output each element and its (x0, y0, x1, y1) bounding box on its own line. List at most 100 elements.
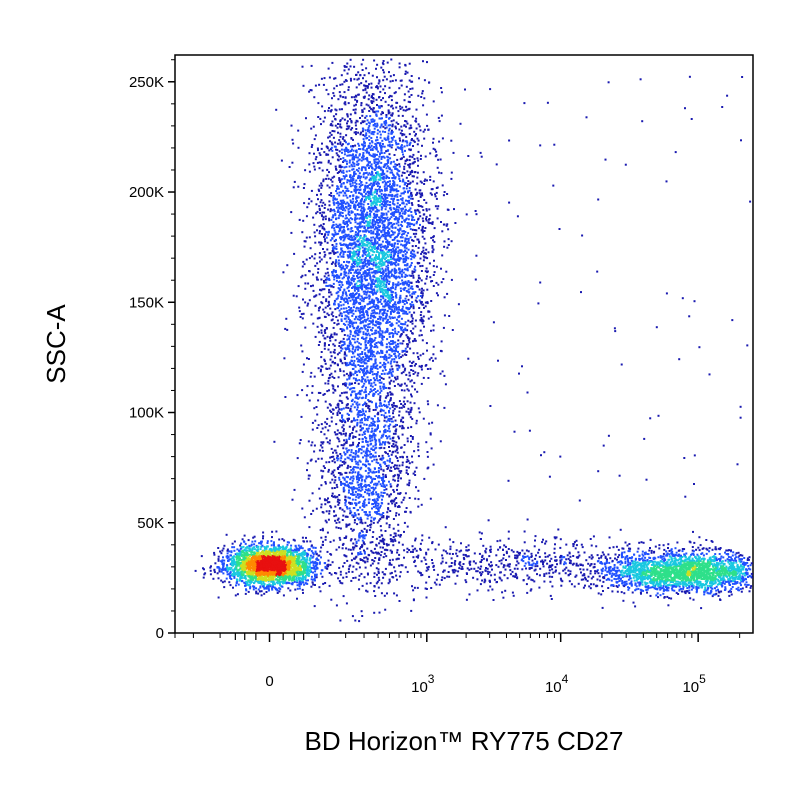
event-dot (411, 115, 414, 118)
event-dot (417, 94, 420, 97)
event-dot (422, 289, 425, 292)
event-dot (345, 260, 348, 263)
event-dot (320, 323, 323, 326)
event-dot (347, 278, 350, 281)
event-dot (339, 166, 342, 169)
event-dot (421, 192, 423, 195)
event-dot (393, 231, 396, 234)
event-dot (375, 352, 378, 355)
event-dot (297, 544, 300, 547)
event-dot (257, 592, 260, 595)
event-dot (334, 108, 337, 111)
event-dot (239, 577, 242, 579)
event-dot (404, 367, 407, 370)
event-dot (226, 570, 229, 573)
event-dot (273, 541, 275, 544)
event-dot (298, 580, 301, 583)
event-dot (335, 223, 338, 226)
event-dot (329, 291, 332, 294)
event-dot (284, 578, 287, 581)
event-dot (403, 303, 406, 306)
event-dot (402, 258, 405, 261)
event-dot (258, 542, 261, 545)
event-dot (271, 551, 274, 554)
event-dot (390, 325, 393, 327)
event-dot (296, 574, 299, 577)
event-dot (270, 562, 273, 565)
event-dot (388, 415, 391, 418)
event-dot (352, 285, 355, 288)
event-dot (259, 565, 262, 568)
event-dot (392, 286, 394, 289)
event-dot (233, 575, 236, 578)
event-dot (401, 342, 404, 345)
event-dot (325, 300, 328, 303)
event-dot (363, 120, 366, 123)
event-dot (408, 165, 411, 168)
event-dot (266, 565, 269, 568)
event-dot (275, 567, 278, 570)
event-dot (457, 303, 460, 306)
event-dot (309, 554, 312, 557)
event-dot (333, 130, 336, 133)
event-dot (314, 546, 317, 549)
event-dot (372, 377, 375, 380)
event-dot (370, 241, 373, 244)
event-dot (401, 275, 404, 278)
event-dot (242, 545, 245, 548)
event-dot (285, 581, 288, 584)
event-dot (257, 565, 260, 567)
event-dot (268, 558, 270, 561)
event-dot (349, 333, 352, 336)
event-dot (281, 573, 283, 576)
event-dot (296, 568, 299, 571)
event-dot (310, 189, 313, 192)
event-dot (296, 581, 299, 584)
event-dot (260, 583, 263, 586)
event-dot (374, 240, 376, 243)
event-dot (238, 553, 241, 556)
event-dot (369, 367, 372, 370)
event-dot (319, 288, 321, 291)
event-dot (296, 394, 299, 397)
event-dot (342, 576, 345, 579)
event-dot (312, 561, 315, 564)
event-dot (384, 302, 387, 305)
event-dot (252, 555, 255, 558)
event-dot (259, 560, 262, 563)
event-dot (317, 198, 319, 201)
event-dot (367, 349, 370, 352)
event-dot (316, 262, 319, 265)
event-dot (349, 343, 352, 345)
event-dot (358, 396, 361, 399)
event-dot (272, 555, 275, 558)
event-dot (329, 351, 332, 354)
event-dot (298, 563, 301, 566)
event-dot (323, 275, 326, 278)
event-dot (293, 551, 296, 554)
event-dot (340, 244, 343, 246)
event-dot (286, 567, 289, 570)
event-dot (273, 544, 275, 547)
event-dot (335, 276, 338, 279)
event-dot (368, 139, 371, 141)
event-dot (382, 383, 385, 386)
event-dot (274, 560, 277, 563)
event-dot (293, 569, 296, 572)
event-dot (406, 283, 409, 286)
event-dot (364, 341, 367, 344)
event-dot (391, 79, 394, 82)
event-dot (403, 282, 406, 285)
event-dot (304, 560, 307, 562)
event-dot (365, 67, 368, 70)
event-dot (405, 135, 408, 138)
event-dot (388, 371, 391, 373)
event-dot (264, 573, 267, 576)
event-dot (263, 549, 266, 552)
event-dot (398, 165, 401, 168)
event-dot (399, 194, 402, 197)
event-dot (382, 433, 385, 436)
event-dot (282, 566, 285, 569)
event-dot (413, 450, 416, 453)
event-dot (298, 585, 301, 588)
